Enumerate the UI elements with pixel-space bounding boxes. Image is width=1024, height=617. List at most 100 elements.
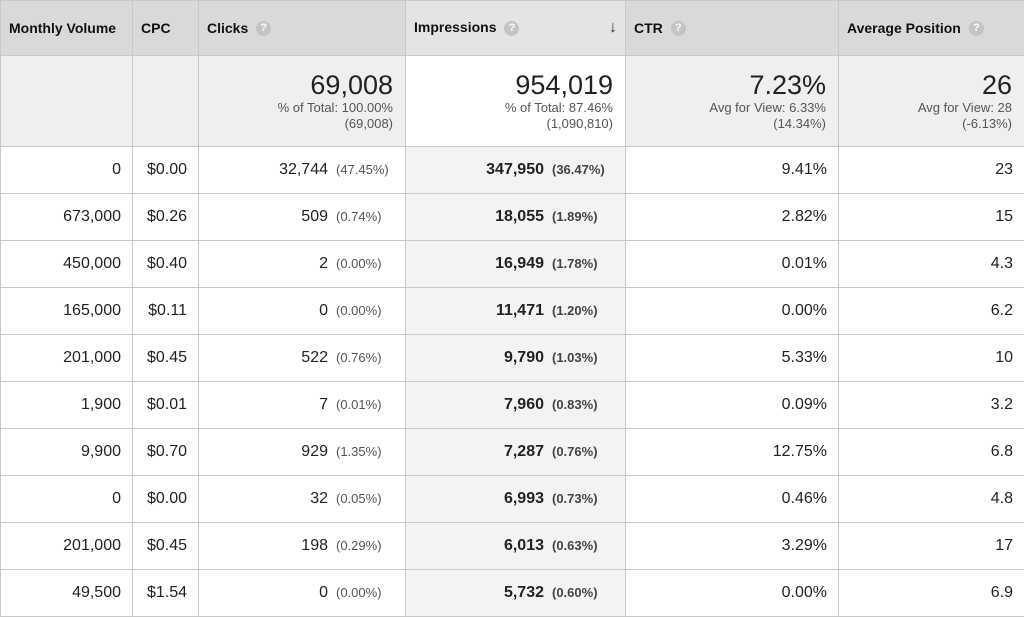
totals-empty-cell [1,56,133,147]
clicks-cell: 509(0.74%) [199,194,406,241]
impressions-percent: (1.03%) [552,350,614,365]
header-monthly-volume[interactable]: Monthly Volume [1,1,133,56]
totals-empty-cell [133,56,199,147]
header-label: CPC [141,20,171,36]
cpc-cell: $0.70 [133,429,199,476]
help-icon[interactable]: ? [504,21,519,36]
clicks-percent: (0.01%) [336,397,394,412]
total-subtext: % of Total: 87.46% [418,100,613,116]
total-subtext: (1,090,810) [418,116,613,132]
help-icon[interactable]: ? [969,21,984,36]
clicks-value: 0 [319,302,328,319]
impressions-percent: (36.47%) [552,162,614,177]
total-subtext: % of Total: 100.00% [211,100,393,116]
cpc-cell: $0.01 [133,382,199,429]
clicks-percent: (0.00%) [336,585,394,600]
ctr-cell: 0.00% [626,288,839,335]
clicks-cell: 198 (0.29%) [199,523,406,570]
header-cpc[interactable]: CPC [133,1,199,56]
help-icon[interactable]: ? [671,21,686,36]
clicks-cell: 7(0.01%) [199,382,406,429]
ctr-cell: 9.41% [626,147,839,194]
clicks-percent: (0.29%) [336,538,394,553]
clicks-cell: 32 (0.05%) [199,476,406,523]
total-subtext: (69,008) [211,116,393,132]
totals-ctr: 7.23% Avg for View: 6.33% (14.34%) [626,56,839,147]
impressions-cell: 6,013(0.63%) [406,523,626,570]
clicks-value: 198 [301,537,328,554]
cpc-cell: $0.26 [133,194,199,241]
impressions-value: 9,790 [504,349,544,366]
ctr-cell: 12.75% [626,429,839,476]
clicks-percent: (0.05%) [336,491,394,506]
ctr-cell: 2.82% [626,194,839,241]
header-label: Monthly Volume [9,20,116,36]
impressions-cell: 7,287(0.76%) [406,429,626,476]
impressions-percent: (1.20%) [552,303,614,318]
total-subtext: (-6.13%) [851,116,1012,132]
totals-impressions: 954,019 % of Total: 87.46% (1,090,810) [406,56,626,147]
total-value: 69,008 [211,70,393,100]
clicks-percent: (1.35%) [336,444,394,459]
cpc-cell: $0.45 [133,335,199,382]
average-position-cell: 6.8 [839,429,1024,476]
impressions-cell: 6,993(0.73%) [406,476,626,523]
clicks-percent: (0.00%) [336,256,394,271]
monthly-volume-cell: 201,000 [1,335,133,382]
impressions-percent: (1.78%) [552,256,614,271]
clicks-percent: (0.74%) [336,209,394,224]
total-value: 7.23% [638,70,826,100]
ctr-cell: 5.33% [626,335,839,382]
header-label: Average Position [847,20,961,36]
header-average-position[interactable]: Average Position? [839,1,1024,56]
clicks-cell: 522 (0.76%) [199,335,406,382]
header-ctr[interactable]: CTR? [626,1,839,56]
total-value: 26 [851,70,1012,100]
sort-descending-icon[interactable]: ↓ [609,19,617,37]
average-position-cell: 6.2 [839,288,1024,335]
clicks-value: 2 [319,255,328,272]
impressions-percent: (0.76%) [552,444,614,459]
impressions-cell: 11,471 (1.20%) [406,288,626,335]
monthly-volume-cell: 165,000 [1,288,133,335]
ctr-cell: 0.01% [626,241,839,288]
clicks-cell: 2 (0.00%) [199,241,406,288]
monthly-volume-cell: 1,900 [1,382,133,429]
clicks-percent: (0.00%) [336,303,394,318]
clicks-percent: (0.76%) [336,350,394,365]
impressions-cell: 9,790 (1.03%) [406,335,626,382]
totals-row: 69,008 % of Total: 100.00% (69,008) 954,… [1,56,1024,147]
clicks-value: 522 [301,349,328,366]
impressions-value: 11,471 [496,302,544,319]
header-clicks[interactable]: Clicks? [199,1,406,56]
clicks-percent: (47.45%) [336,162,394,177]
impressions-cell: 347,950 (36.47%) [406,147,626,194]
totals-clicks: 69,008 % of Total: 100.00% (69,008) [199,56,406,147]
ctr-cell: 0.00% [626,570,839,617]
cpc-cell: $0.00 [133,147,199,194]
average-position-cell: 3.2 [839,382,1024,429]
help-icon[interactable]: ? [256,21,271,36]
header-label: CTR [634,20,663,36]
ctr-cell: 3.29% [626,523,839,570]
total-value: 954,019 [418,70,613,100]
table-row: 201,000$0.45 522 (0.76%) 9,790 (1.03%) 5.33%1… [1,335,1024,382]
monthly-volume-cell: 9,900 [1,429,133,476]
clicks-cell: 0(0.00%) [199,570,406,617]
impressions-percent: (0.83%) [552,397,614,412]
header-impressions[interactable]: Impressions?↓ [406,1,626,56]
ctr-cell: 0.09% [626,382,839,429]
impressions-value: 347,950 [486,161,544,178]
cpc-cell: $0.45 [133,523,199,570]
clicks-value: 32 [310,490,328,507]
total-subtext: Avg for View: 6.33% [638,100,826,116]
average-position-cell: 10 [839,335,1024,382]
monthly-volume-cell: 201,000 [1,523,133,570]
header-row: Monthly Volume CPC Clicks? Impressions?↓… [1,1,1024,56]
